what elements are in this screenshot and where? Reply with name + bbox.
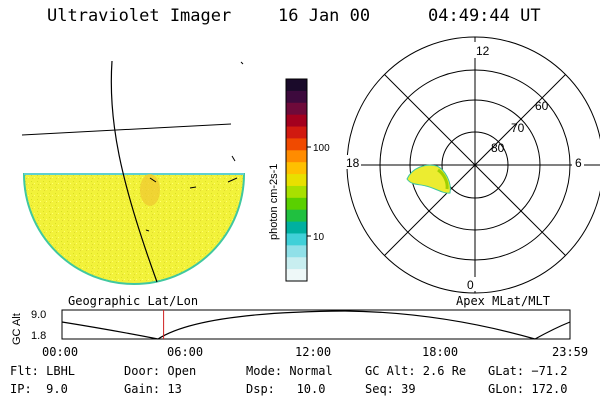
label-bg [466,277,476,291]
coast-fragment [189,186,197,189]
instrument-title: Ultraviolet Imager [47,6,232,26]
colorbar-band [286,126,307,140]
lat-label-60: 60 [535,99,549,113]
colorbar-band [286,233,307,246]
timeline-xtick: 12:00 [295,345,332,359]
filter-info: Flt: LBHL [10,364,76,378]
colorbar-band [286,221,307,235]
polar-panel-label: Apex MLat/MLT [456,294,550,308]
colorbar-band [286,185,307,199]
colorbar-band [286,245,307,258]
date-label: 16 Jan 00 [278,6,371,26]
label-bg [345,155,361,169]
colorbar-band [286,102,307,116]
colorbar-band [286,114,307,128]
mlt-diagonal [384,74,566,256]
label-bg [572,155,584,169]
timeline-xtick: 00:00 [42,345,79,359]
colorbar-tick-label: 10 [313,232,325,243]
colorbar-tick-label: 100 [313,143,330,154]
coast-fragment [149,177,157,183]
timeline-ytick: 1.8 [31,330,46,342]
colorbar-band [286,138,307,151]
glat-info: GLat: −71.2 [488,364,568,378]
coast-fragment [145,229,150,232]
gc-alt-info: GC Alt: 2.6 Re [365,364,467,378]
polar-plot [346,36,600,294]
colorbar-band [286,90,307,104]
seq-info: Seq: 39 [365,382,416,396]
gain-info: Gain: 13 [124,382,182,396]
timeline-xtick: 23:59 [552,345,589,359]
colorbar-band [286,269,307,282]
coast-fragment [231,155,236,162]
gc-alt-curve [61,310,571,340]
mlt-label-12: 12 [476,44,490,58]
mlt-label-18: 18 [346,156,360,170]
colorbar-band [286,162,307,175]
dsp-info: Dsp: 10.0 [246,382,326,396]
colorbar-band [286,197,307,211]
colorbar-band [286,79,307,92]
coast-fragment [227,177,238,183]
auroral-image [22,173,246,285]
time-label: 04:49:44 UT [428,6,541,26]
geo-panel-label: Geographic Lat/Lon [68,294,199,308]
lat-label-70: 70 [511,121,525,135]
coastline-curve [110,60,158,283]
colorbar-unit-label: photon cm-2s-1 [268,164,280,240]
label-bg [474,42,488,58]
mlt-label-6: 6 [575,156,582,170]
coastline-line [21,123,232,136]
mode-info: Mode: Normal [246,364,333,378]
timeline-xtick: 06:00 [167,345,204,359]
ip-info: IP: 9.0 [10,382,68,396]
colorbar-band [286,174,307,187]
colorbar-band [286,150,307,163]
colorbar-frame [285,78,308,282]
mlt-label-0: 0 [467,278,474,292]
timeline-frame [61,309,571,340]
timeline-axis-label: GC Alt [11,313,23,345]
auroral-oval-edge [437,168,449,190]
door-info: Door: Open [124,364,197,378]
colorbar-band [286,209,307,223]
colorbar-band [286,257,307,270]
coast-fragment [240,61,244,65]
timeline-ytick: 9.0 [31,309,46,321]
lat-label-80: 80 [491,141,505,155]
glon-info: GLon: 172.0 [488,382,568,396]
geographic-image [21,60,246,285]
timeline-xtick: 18:00 [422,345,459,359]
colorbar [286,79,307,282]
bright-spot [140,174,160,206]
